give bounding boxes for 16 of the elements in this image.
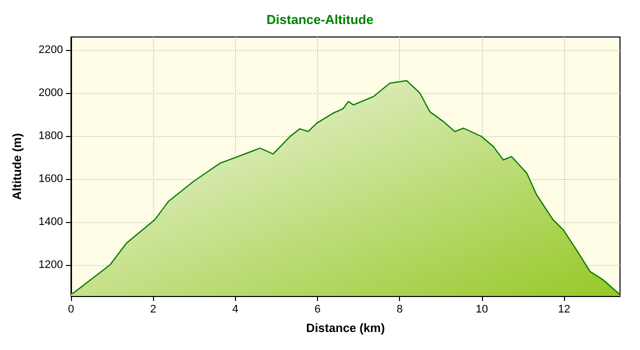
y-axis-title: Altitude (m) xyxy=(10,133,24,200)
chart-title: Distance-Altitude xyxy=(266,12,374,27)
y-tick-label: 1400 xyxy=(38,216,63,228)
y-tick-label: 1600 xyxy=(38,172,63,185)
x-tick-label: 4 xyxy=(232,304,238,316)
x-axis-title: Distance (km) xyxy=(306,321,385,335)
x-tick-label: 8 xyxy=(396,304,403,316)
y-tick-label: 2000 xyxy=(38,86,63,99)
x-tick-label: 12 xyxy=(558,304,570,316)
y-tick-label: 1200 xyxy=(38,258,63,271)
x-tick-label: 0 xyxy=(68,304,74,316)
x-tick-label: 2 xyxy=(150,304,156,316)
y-tick-label: 2200 xyxy=(38,44,63,56)
x-tick-label: 10 xyxy=(476,304,488,316)
y-tick-label: 1800 xyxy=(38,130,63,142)
x-tick-label: 6 xyxy=(314,304,321,316)
